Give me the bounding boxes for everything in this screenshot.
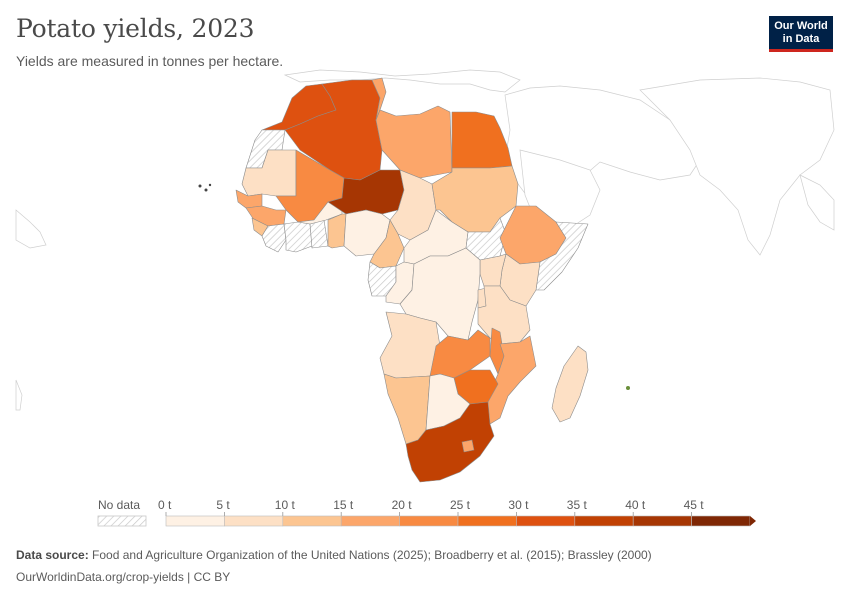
country-madagascar[interactable]: [551, 345, 589, 423]
legend-no-data-label: No data: [98, 498, 141, 512]
legend-swatch[interactable]: [632, 515, 692, 527]
legend-tick-label: 5 t: [216, 498, 230, 512]
logo-line-1: Our World: [774, 20, 828, 32]
legend-tick-label: 20 t: [391, 498, 412, 512]
footer-source-text: Food and Agriculture Organization of the…: [92, 548, 652, 562]
country-south-africa[interactable]: [405, 401, 495, 483]
footer-source-label: Data source:: [16, 548, 89, 562]
south-america-edge-outline: [15, 379, 23, 411]
legend-swatch[interactable]: [516, 515, 576, 527]
legend-swatch[interactable]: [224, 515, 284, 527]
logo-line-2: in Data: [782, 33, 820, 45]
legend-no-data-swatch[interactable]: [97, 515, 147, 527]
country-uganda[interactable]: [479, 253, 507, 287]
country-lesotho[interactable]: [461, 439, 475, 453]
legend-tick-label: 30 t: [508, 498, 529, 512]
legend-tick-label: 45 t: [683, 498, 704, 512]
legend-swatch[interactable]: [282, 515, 342, 527]
south-asia-outline: [639, 77, 835, 256]
cape-verde-dot: [198, 184, 202, 188]
owid-logo[interactable]: Our World in Data: [769, 16, 833, 52]
country-mozambique[interactable]: [483, 335, 537, 425]
legend-swatch[interactable]: [457, 515, 517, 527]
country-somalia[interactable]: [535, 221, 589, 291]
chart-subtitle: Yields are measured in tonnes per hectar…: [16, 53, 284, 69]
southeast-asia-outline: [799, 174, 835, 231]
country-dr-congo[interactable]: [399, 247, 481, 341]
cape-verde-dot: [204, 188, 208, 192]
legend-tick-label: 35 t: [566, 498, 587, 512]
legend-swatch[interactable]: [399, 515, 459, 527]
legend-swatch[interactable]: [340, 515, 400, 527]
legend-arrow: [750, 516, 756, 526]
legend-swatches: [165, 512, 756, 527]
atlantic-islands-outline: [15, 209, 47, 249]
footer-source: Data source: Food and Agriculture Organi…: [16, 548, 652, 562]
legend-swatch[interactable]: [165, 515, 225, 527]
legend-swatch[interactable]: [691, 515, 751, 527]
mauritius-dot: [626, 386, 630, 390]
legend-tick-label: 15 t: [333, 498, 354, 512]
legend-tick-label: 25 t: [450, 498, 471, 512]
legend-tick-label: 10 t: [274, 498, 295, 512]
cape-verde-dot: [208, 183, 212, 187]
legend-tick-label: 40 t: [625, 498, 646, 512]
legend-tick-label: 0 t: [158, 498, 172, 512]
footer-url[interactable]: OurWorldinData.org/crop-yields | CC BY: [16, 570, 231, 584]
chart-title: Potato yields, 2023: [16, 14, 255, 43]
legend-swatch[interactable]: [574, 515, 634, 527]
